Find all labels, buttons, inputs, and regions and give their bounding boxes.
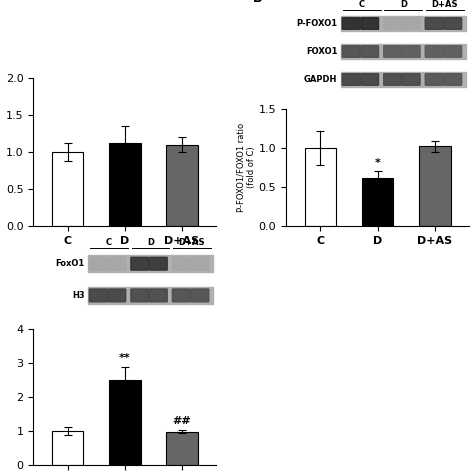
FancyBboxPatch shape bbox=[149, 289, 167, 302]
FancyBboxPatch shape bbox=[191, 289, 209, 302]
Text: C: C bbox=[106, 238, 112, 247]
FancyBboxPatch shape bbox=[425, 18, 443, 29]
Text: FoxO1: FoxO1 bbox=[55, 259, 84, 268]
FancyBboxPatch shape bbox=[361, 18, 379, 29]
Text: H3: H3 bbox=[72, 291, 84, 300]
Bar bbox=[52, 152, 83, 226]
Text: B: B bbox=[253, 0, 263, 5]
FancyBboxPatch shape bbox=[444, 18, 462, 29]
Bar bbox=[341, 44, 465, 59]
Bar bbox=[52, 431, 83, 465]
Text: FOXO1: FOXO1 bbox=[306, 47, 337, 56]
FancyBboxPatch shape bbox=[173, 289, 190, 302]
FancyBboxPatch shape bbox=[425, 46, 443, 57]
FancyBboxPatch shape bbox=[342, 46, 360, 57]
FancyBboxPatch shape bbox=[361, 46, 379, 57]
Text: **: ** bbox=[119, 353, 131, 363]
FancyBboxPatch shape bbox=[89, 289, 107, 302]
Text: ##: ## bbox=[173, 416, 191, 426]
FancyBboxPatch shape bbox=[402, 73, 420, 85]
FancyBboxPatch shape bbox=[89, 257, 107, 270]
FancyBboxPatch shape bbox=[342, 73, 360, 85]
Bar bbox=[341, 16, 465, 31]
Bar bbox=[109, 380, 140, 465]
FancyBboxPatch shape bbox=[342, 18, 360, 29]
FancyBboxPatch shape bbox=[173, 257, 190, 270]
FancyBboxPatch shape bbox=[149, 257, 167, 270]
FancyBboxPatch shape bbox=[402, 46, 420, 57]
FancyBboxPatch shape bbox=[444, 46, 462, 57]
Bar bbox=[419, 146, 451, 226]
Bar bbox=[305, 148, 336, 226]
Text: D: D bbox=[147, 238, 154, 247]
FancyBboxPatch shape bbox=[131, 257, 148, 270]
FancyBboxPatch shape bbox=[383, 18, 401, 29]
Bar bbox=[166, 145, 198, 226]
FancyBboxPatch shape bbox=[108, 257, 126, 270]
Bar bbox=[88, 255, 213, 273]
FancyBboxPatch shape bbox=[131, 289, 148, 302]
Text: D+AS: D+AS bbox=[179, 238, 205, 247]
FancyBboxPatch shape bbox=[383, 46, 401, 57]
Text: C: C bbox=[359, 0, 365, 9]
FancyBboxPatch shape bbox=[191, 257, 209, 270]
Bar bbox=[88, 287, 213, 304]
FancyBboxPatch shape bbox=[402, 18, 420, 29]
Text: D: D bbox=[400, 0, 407, 9]
FancyBboxPatch shape bbox=[108, 289, 126, 302]
FancyBboxPatch shape bbox=[444, 73, 462, 85]
Y-axis label: P-FOXO1/FOXO1 ratio
(fold of C): P-FOXO1/FOXO1 ratio (fold of C) bbox=[237, 123, 256, 212]
Text: GAPDH: GAPDH bbox=[304, 75, 337, 84]
Bar bbox=[166, 432, 198, 465]
Bar bbox=[109, 143, 140, 226]
Text: D+AS: D+AS bbox=[432, 0, 458, 9]
FancyBboxPatch shape bbox=[425, 73, 443, 85]
FancyBboxPatch shape bbox=[383, 73, 401, 85]
Text: *: * bbox=[375, 158, 381, 168]
Text: P-FOXO1: P-FOXO1 bbox=[296, 19, 337, 28]
FancyBboxPatch shape bbox=[361, 73, 379, 85]
Bar bbox=[362, 178, 393, 226]
Bar bbox=[341, 72, 465, 87]
